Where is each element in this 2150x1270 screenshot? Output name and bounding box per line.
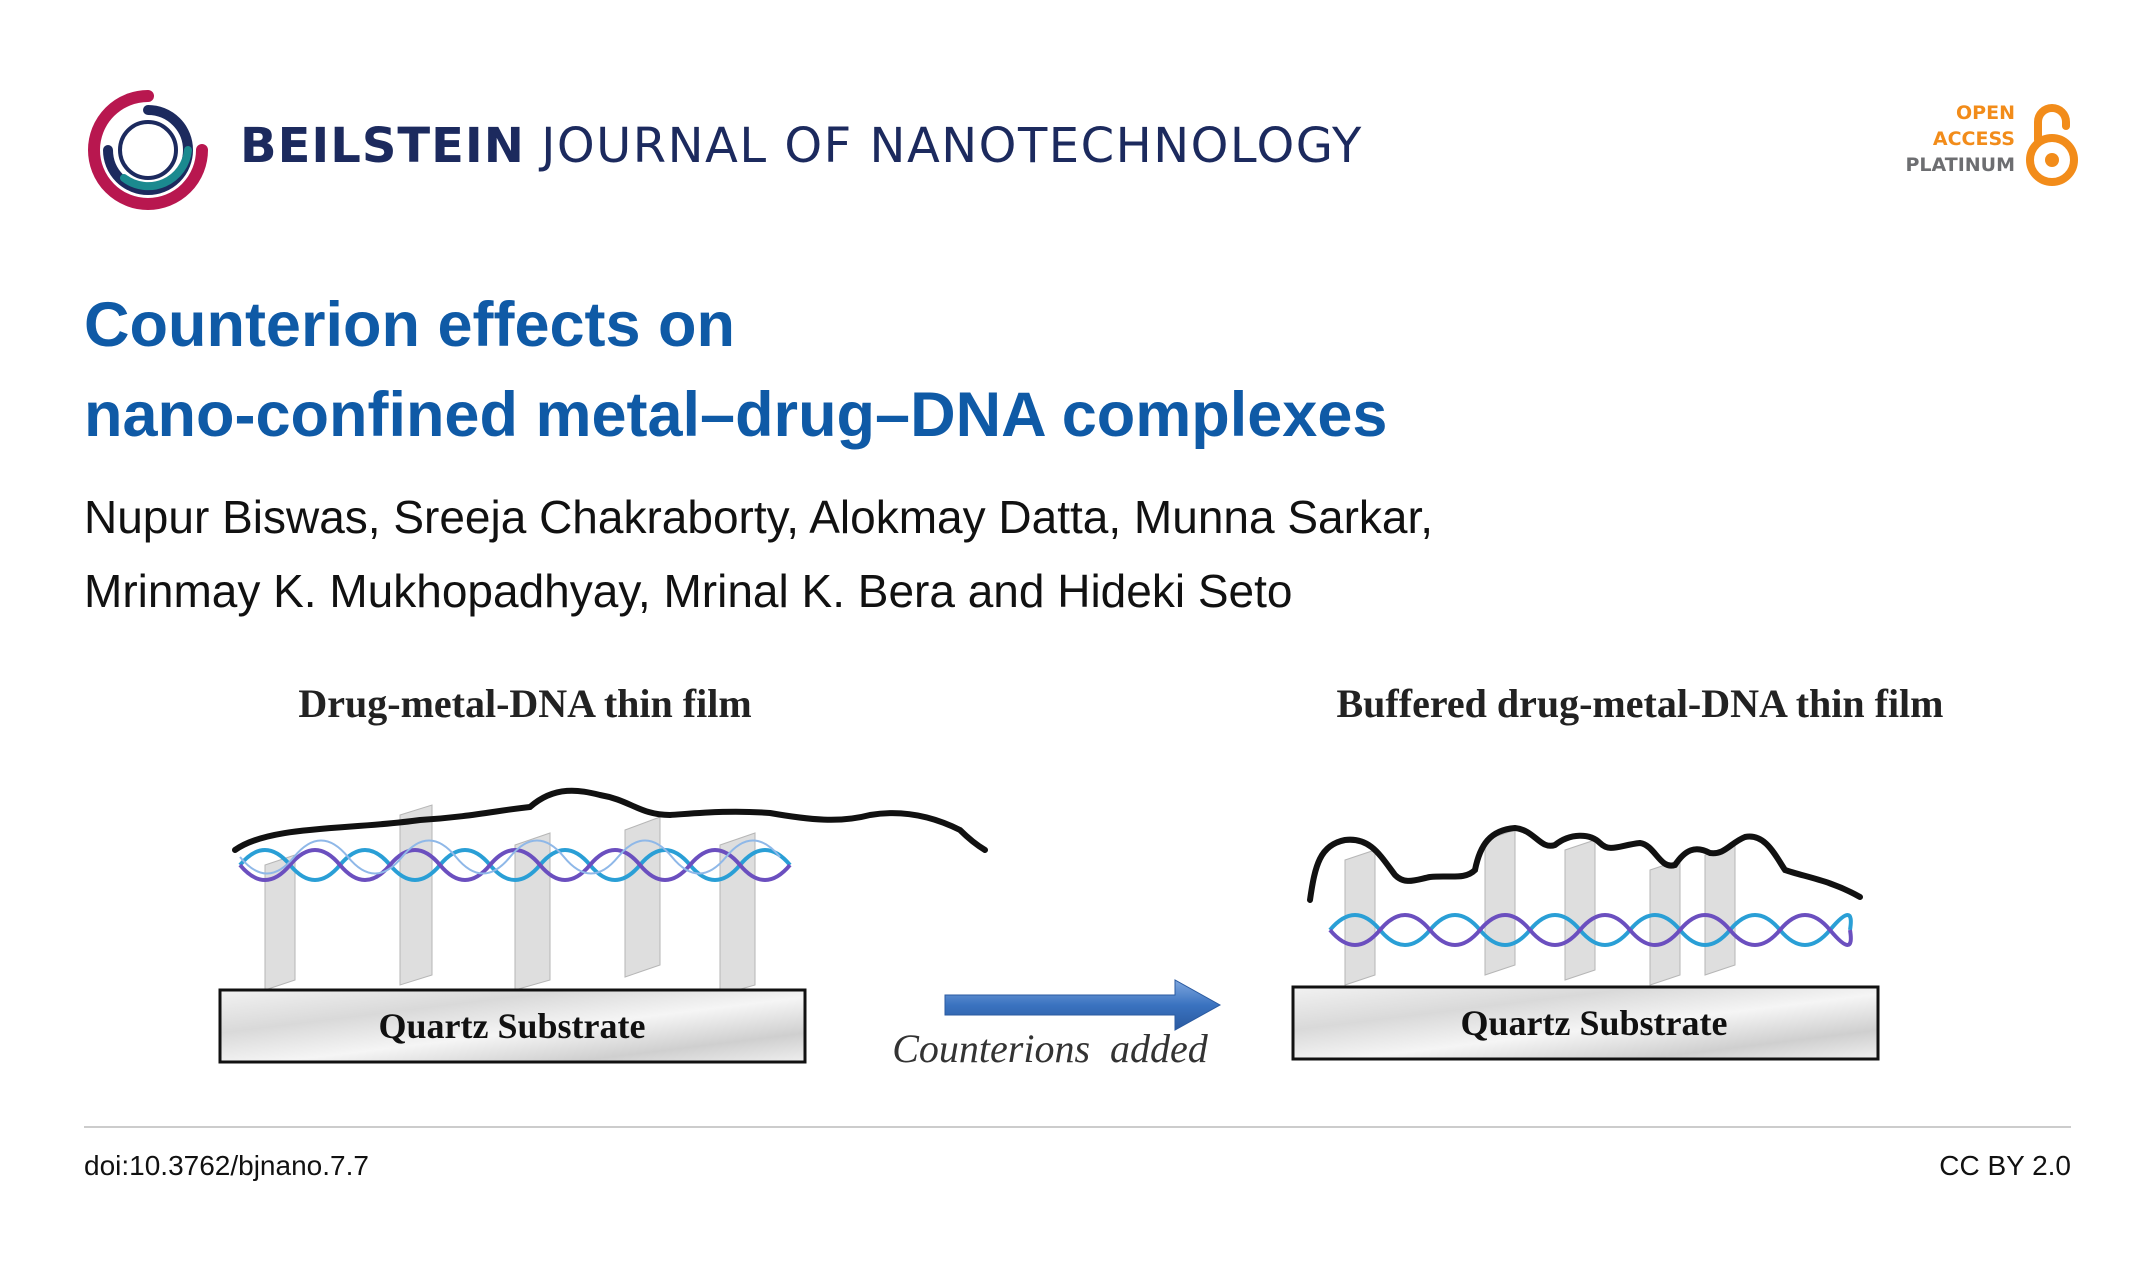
open-access-badge: OPEN ACCESS PLATINUM — [1880, 100, 2080, 190]
left-quartz-substrate — [218, 988, 807, 1064]
left-drug-sheets — [264, 804, 756, 996]
right-quartz-substrate — [1291, 985, 1880, 1061]
right-dna-helix — [1328, 913, 1853, 947]
journal-logo — [88, 90, 208, 210]
left-substrate-label: Quartz Substrate — [379, 1006, 646, 1046]
right-film-surface — [1307, 824, 1863, 903]
right-substrate-label: Quartz Substrate — [1461, 1003, 1728, 1043]
right-panel-title: Buffered drug-metal-DNA thin film — [1337, 681, 1944, 726]
journal-name-bold: BEILSTEIN — [240, 118, 525, 174]
title-line-2: nano-confined metal–drug–DNA complexes — [84, 380, 1388, 450]
graphical-abstract: Drug-metal-DNA thin film Quartz Substrat… — [218, 681, 1944, 1071]
arrow-label: Counterions added — [892, 1026, 1209, 1071]
open-lock-icon — [2026, 104, 2078, 186]
journal-name-rest: JOURNAL OF NANOTECHNOLOGY — [541, 118, 1363, 174]
authors-line-1: Nupur Biswas, Sreeja Chakraborty, Alokma… — [84, 491, 1434, 543]
oa-line-platinum: PLATINUM — [1905, 154, 2015, 176]
left-panel-title: Drug-metal-DNA thin film — [298, 681, 751, 726]
title-line-1: Counterion effects on — [84, 290, 736, 360]
transition-arrow — [944, 979, 1222, 1031]
right-drug-sheets — [1344, 829, 1736, 986]
license-text[interactable]: CC BY 2.0 — [1939, 1150, 2071, 1181]
authors-line-2: Mrinmay K. Mukhopadhyay, Mrinal K. Bera … — [84, 565, 1293, 617]
doi-text[interactable]: doi:10.3762/bjnano.7.7 — [84, 1150, 369, 1181]
oa-line-open: OPEN — [1956, 102, 2015, 124]
left-dna-helix — [238, 839, 792, 882]
journal-name: BEILSTEIN JOURNAL OF NANOTECHNOLOGY — [240, 118, 1363, 174]
oa-line-access: ACCESS — [1932, 128, 2015, 150]
author-list: Nupur Biswas, Sreeja Chakraborty, Alokma… — [84, 480, 1433, 628]
article-title: Counterion effects on nano-confined meta… — [84, 280, 1387, 460]
left-film-surface — [232, 787, 988, 853]
footer-divider — [84, 1126, 2071, 1128]
